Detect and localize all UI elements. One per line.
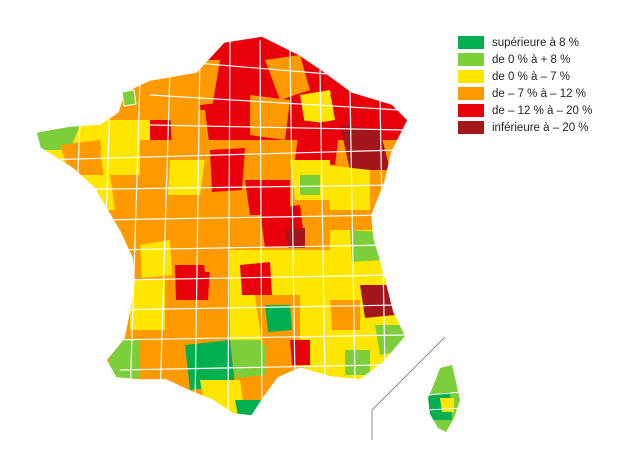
legend-item: supérieure à 8 % <box>458 34 592 51</box>
legend-swatch <box>458 53 484 66</box>
legend-label: de 0 % à + 8 % <box>492 53 571 66</box>
legend-swatch <box>458 87 484 100</box>
legend-swatch <box>458 121 484 134</box>
map-legend: supérieure à 8 % de 0 % à + 8 % de 0 % à… <box>458 34 592 136</box>
legend-label: de – 12 % à – 20 % <box>492 104 593 117</box>
legend-item: de 0 % à – 7 % <box>458 68 592 85</box>
legend-label: inférieure à – 20 % <box>492 121 589 134</box>
legend-item: inférieure à – 20 % <box>458 119 592 136</box>
legend-label: de 0 % à – 7 % <box>492 70 570 83</box>
legend-item: de 0 % à + 8 % <box>458 51 592 68</box>
legend-label: de – 7 % à – 12 % <box>492 87 586 100</box>
legend-swatch <box>458 36 484 49</box>
legend-swatch <box>458 104 484 117</box>
legend-item: de – 12 % à – 20 % <box>458 102 592 119</box>
corsica-inset-line <box>371 336 446 440</box>
corsica-island <box>428 365 460 432</box>
legend-swatch <box>458 70 484 83</box>
legend-label: supérieure à 8 % <box>492 36 579 49</box>
legend-item: de – 7 % à – 12 % <box>458 85 592 102</box>
